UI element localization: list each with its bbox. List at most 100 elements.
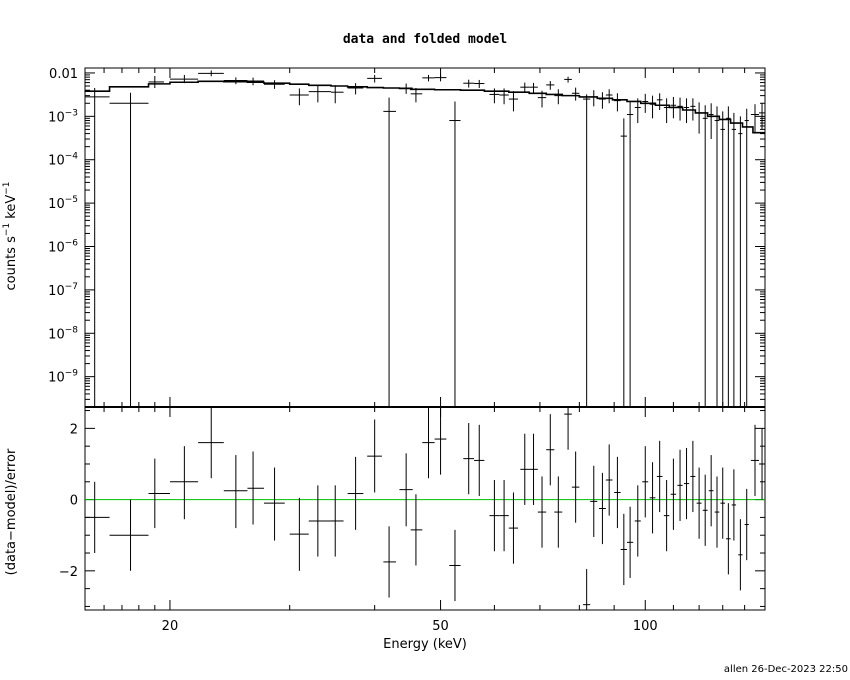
spectrum-frame: [84, 67, 766, 408]
residual-point: [759, 428, 765, 500]
data-point: [663, 98, 670, 124]
data-points: [85, 70, 765, 407]
residual-point: [696, 467, 702, 539]
ylabel-part: −1: [2, 223, 12, 236]
data-point: [626, 101, 634, 407]
data-point: [759, 103, 765, 130]
y-tick-label: −2: [59, 565, 78, 580]
data-point: [583, 94, 591, 407]
residual-point: [642, 446, 649, 518]
tick-base: 10: [48, 241, 65, 256]
tick-exponent: −3: [65, 108, 78, 118]
residual-point: [614, 456, 621, 529]
tick-base: 10: [48, 284, 65, 299]
ylabel-part: counts s: [4, 236, 19, 291]
data-point: [726, 106, 731, 407]
y-tick-label: 0: [70, 494, 78, 509]
data-point: [383, 97, 397, 407]
data-point: [463, 79, 475, 88]
data-point: [546, 81, 555, 90]
residual-point: [148, 458, 170, 529]
data-point: [85, 87, 110, 407]
chart-title: data and folded model: [343, 32, 507, 47]
data-point: [731, 112, 737, 407]
tick-base: 10: [48, 327, 65, 342]
residual-point: [347, 456, 364, 530]
x-tick-label: 100: [633, 619, 658, 634]
data-point: [677, 97, 683, 121]
data-point: [347, 83, 364, 95]
data-point: [571, 87, 580, 101]
residual-point: [620, 513, 627, 586]
tick-base: 10: [48, 154, 65, 169]
residual-point: [571, 451, 580, 523]
residual-point: [726, 503, 731, 575]
residual-point: [223, 455, 248, 529]
data-point: [702, 105, 708, 407]
data-point: [367, 74, 382, 83]
residual-point: [546, 414, 555, 486]
y-tick-label: 10−3: [48, 108, 78, 125]
tick-exponent: −5: [65, 195, 78, 205]
data-point: [590, 90, 598, 107]
residual-point: [605, 444, 613, 516]
data-point: [289, 88, 309, 106]
data-point: [720, 111, 726, 407]
residual-point: [750, 424, 760, 497]
data-point: [620, 118, 627, 407]
residual-point: [720, 467, 726, 539]
residual-points: [85, 407, 765, 610]
data-point: [614, 93, 621, 112]
y-tick-label: 10−6: [48, 239, 78, 256]
residual-frame: [84, 406, 766, 611]
residual-point: [308, 485, 331, 557]
residual-point: [649, 462, 656, 534]
residual-point: [169, 446, 199, 520]
residual-point: [564, 407, 572, 450]
residual-point: [330, 485, 344, 557]
residual-point: [109, 499, 149, 571]
residual-point: [738, 519, 743, 591]
ylabel-part: keV: [4, 195, 19, 223]
y-tick-label: 10−8: [48, 325, 78, 342]
data-point: [148, 76, 164, 88]
data-point: [744, 108, 749, 407]
residual-point: [537, 476, 547, 548]
residual-point: [247, 451, 265, 525]
x-axis-label: Energy (keV): [383, 637, 467, 652]
tick-exponent: −6: [65, 239, 79, 249]
residual-point: [474, 424, 485, 497]
residual-point: [583, 569, 591, 610]
residual-point: [598, 472, 606, 545]
data-point: [696, 102, 702, 134]
residual-point: [198, 407, 224, 479]
residual-point: [731, 469, 737, 541]
data-point: [434, 74, 447, 82]
residual-y-axis-label: (data−model)/error: [4, 448, 19, 575]
residual-point: [714, 476, 720, 548]
residual-point: [422, 407, 435, 479]
data-point: [449, 101, 461, 407]
data-point: [605, 89, 613, 104]
data-point: [508, 91, 519, 112]
residual-point: [264, 467, 285, 541]
data-point: [422, 74, 435, 82]
residual-point: [670, 458, 677, 530]
data-point: [247, 77, 265, 86]
residual-point: [554, 476, 563, 548]
data-point: [738, 116, 743, 407]
residual-point: [663, 480, 670, 552]
residual-point: [708, 455, 714, 527]
residual-point: [702, 474, 708, 546]
residual-point: [634, 485, 641, 557]
residual-point: [508, 492, 519, 564]
data-point: [330, 85, 344, 104]
data-point: [474, 79, 485, 88]
tick-exponent: −9: [65, 369, 79, 379]
residual-point: [656, 440, 663, 513]
residual-point: [367, 419, 382, 493]
residual-point: [434, 407, 447, 475]
data-point: [529, 82, 538, 93]
